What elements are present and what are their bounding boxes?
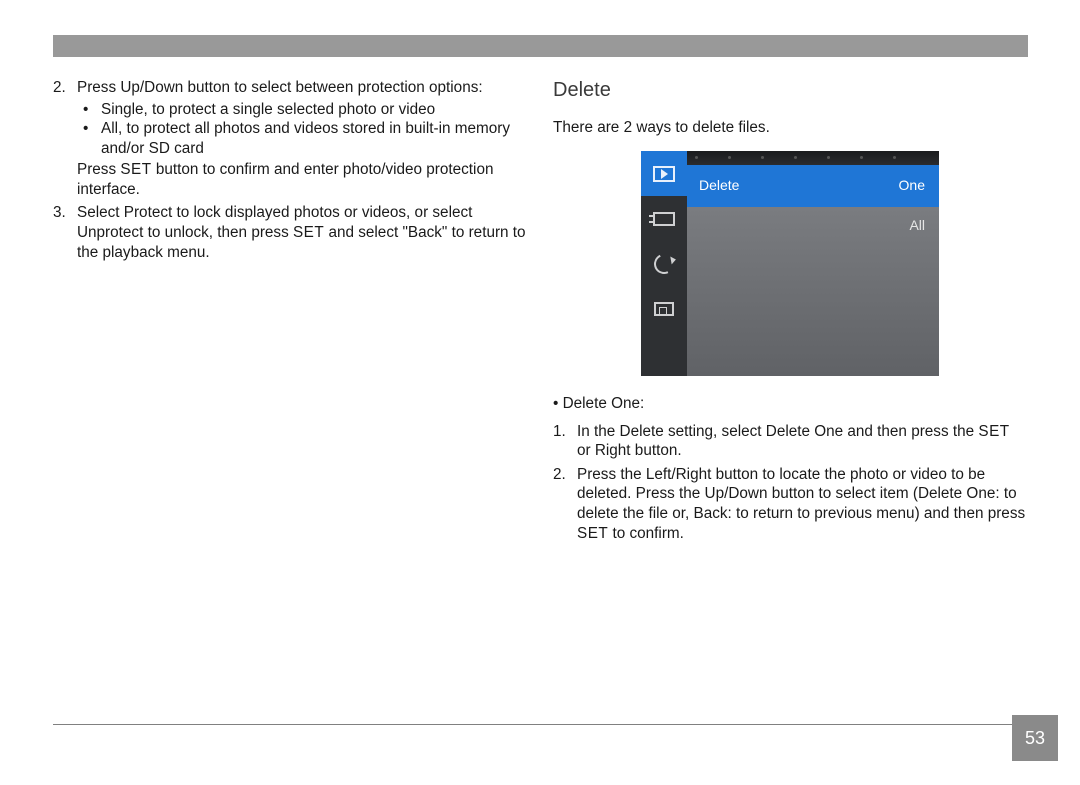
playback-icon <box>641 151 687 196</box>
lcd-icon-column <box>641 151 687 376</box>
sub-panel: All <box>687 207 939 376</box>
step-body: Select Protect to lock displayed photos … <box>77 203 527 262</box>
set-label: SET <box>293 224 324 241</box>
step-2: 2. Press Up/Down button to select betwee… <box>53 78 527 199</box>
delete-step-2: 2. Press the Left/Right button to locate… <box>553 465 1027 543</box>
delete-heading: Delete <box>553 78 1027 104</box>
header-bar <box>53 35 1028 57</box>
page-number: 53 <box>1012 715 1058 761</box>
protect-steps-list: 2. Press Up/Down button to select betwee… <box>53 78 527 262</box>
set-label: SET <box>978 423 1009 440</box>
delete-intro: There are 2 ways to delete files. <box>553 118 1027 138</box>
content-columns: 2. Press Up/Down button to select betwee… <box>53 78 1028 547</box>
text-fragment: In the Delete setting, select Delete One… <box>577 423 978 440</box>
step-body: Press Up/Down button to select between p… <box>77 78 527 199</box>
delete-one-subheader: • Delete One: <box>553 394 1027 414</box>
delete-step-1: 1. In the Delete setting, select Delete … <box>553 422 1027 461</box>
step-body: Press the Left/Right button to locate th… <box>577 465 1027 543</box>
left-column: 2. Press Up/Down button to select betwee… <box>53 78 527 547</box>
lcd-top-bezel <box>687 151 939 165</box>
set-label: SET <box>120 161 151 178</box>
step-lead: Press Up/Down button to select between p… <box>77 78 527 98</box>
menu-item-delete: Delete <box>687 165 807 207</box>
delete-one-steps: 1. In the Delete setting, select Delete … <box>553 422 1027 543</box>
text-fragment: Press <box>77 161 120 178</box>
text-fragment: or Right button. <box>577 442 682 459</box>
step-number: 1. <box>553 422 577 461</box>
sub-option-one: One <box>807 165 939 207</box>
text-fragment: to confirm. <box>608 525 684 542</box>
step-number: 2. <box>53 78 77 199</box>
lcd-sub-menu: One All <box>807 165 939 207</box>
right-column: Delete There are 2 ways to delete files. <box>553 78 1027 547</box>
lcd-main-menu: Delete <box>687 165 807 207</box>
bullet-single: • Single, to protect a single selected p… <box>77 100 527 120</box>
spacer-icon <box>641 331 687 376</box>
rotate-icon <box>641 241 687 286</box>
manual-page: 2. Press Up/Down button to select betwee… <box>0 0 1080 785</box>
set-label: SET <box>577 525 608 542</box>
protect-options-list: • Single, to protect a single selected p… <box>77 100 527 159</box>
step-body: In the Delete setting, select Delete One… <box>577 422 1027 461</box>
footer-rule <box>53 724 1028 725</box>
film-icon <box>641 196 687 241</box>
camera-lcd: Delete One All <box>641 151 939 376</box>
lcd-screenshot-wrap: Delete One All <box>553 151 1027 376</box>
step-after: Press SET button to confirm and enter ph… <box>77 160 527 199</box>
sub-option-all: All <box>909 217 925 235</box>
frame-icon <box>641 286 687 331</box>
step-number: 3. <box>53 203 77 262</box>
bullet-all: • All, to protect all photos and videos … <box>77 119 527 158</box>
bullet-text: All, to protect all photos and videos st… <box>101 119 527 158</box>
step-number: 2. <box>553 465 577 543</box>
bullet-text: Single, to protect a single selected pho… <box>101 100 527 120</box>
step-3: 3. Select Protect to lock displayed phot… <box>53 203 527 262</box>
text-fragment: Press the Left/Right button to locate th… <box>577 466 1025 522</box>
bullet-marker: • <box>77 100 101 120</box>
bullet-marker: • <box>77 119 101 158</box>
